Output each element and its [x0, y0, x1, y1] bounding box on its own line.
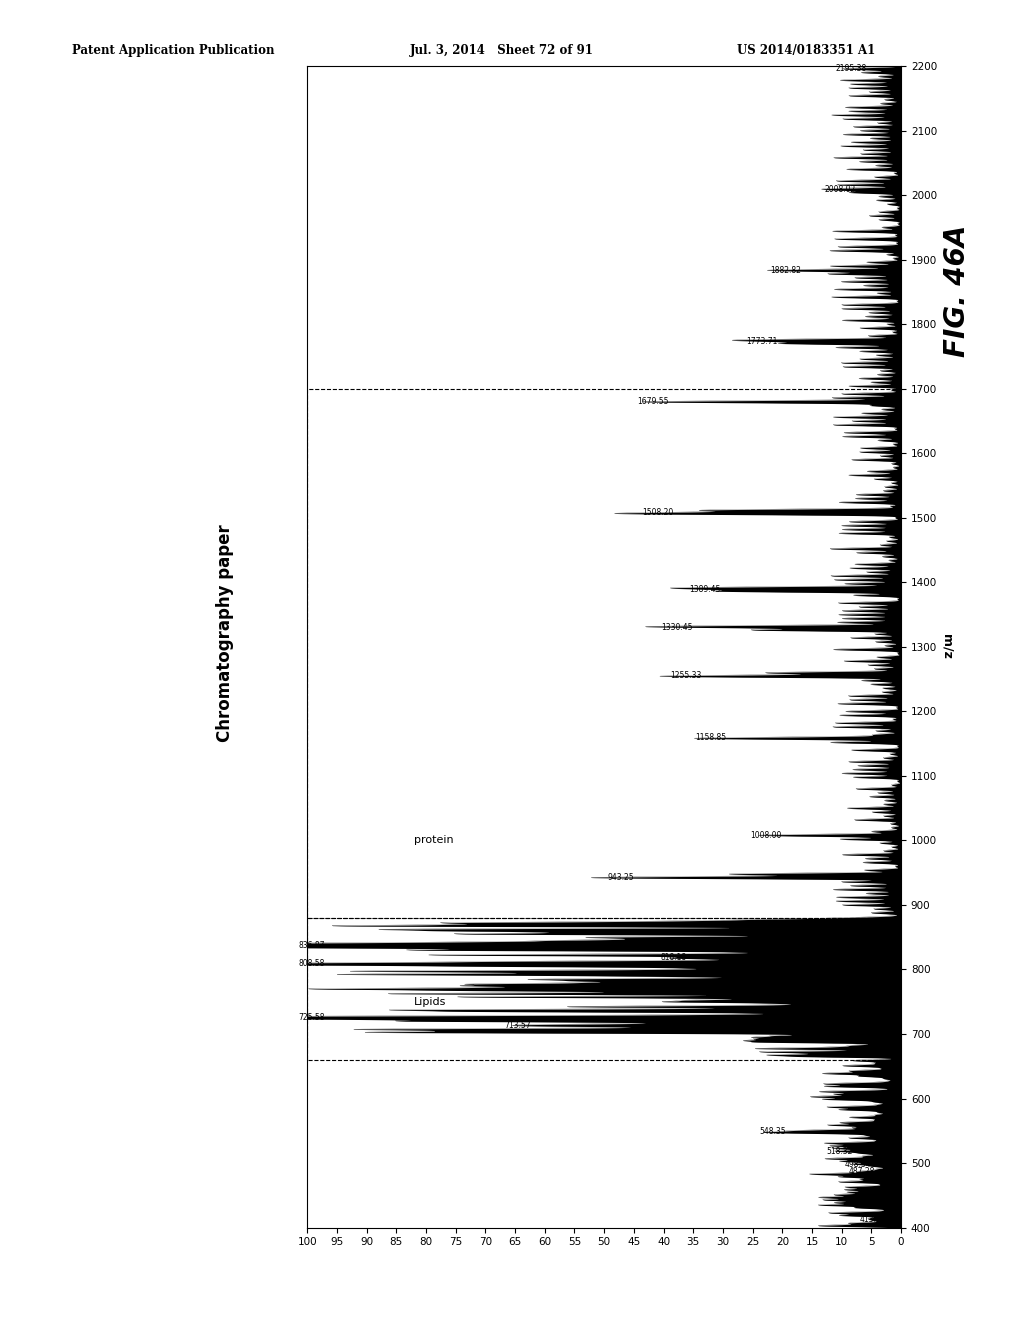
- Text: 1255.33: 1255.33: [671, 671, 702, 680]
- Text: protein: protein: [414, 836, 454, 845]
- Text: US 2014/0183351 A1: US 2014/0183351 A1: [737, 44, 876, 57]
- Text: 836.87: 836.87: [298, 941, 325, 950]
- Text: Lipids: Lipids: [414, 997, 446, 1007]
- Text: 818.18: 818.18: [660, 953, 687, 962]
- Text: FIG. 46A: FIG. 46A: [943, 224, 972, 356]
- Bar: [307, 388, 901, 917]
- Text: 1508.20: 1508.20: [642, 508, 674, 517]
- Text: 943.25: 943.25: [608, 873, 635, 882]
- Text: Patent Application Publication: Patent Application Publication: [72, 44, 274, 57]
- Text: 487.28: 487.28: [848, 1167, 874, 1176]
- Text: 548.35: 548.35: [759, 1127, 785, 1137]
- Text: 518.32: 518.32: [826, 1147, 853, 1156]
- Text: 1882.82: 1882.82: [770, 267, 801, 275]
- Text: 1330.45: 1330.45: [662, 623, 693, 632]
- Text: 1773.71: 1773.71: [745, 337, 777, 346]
- Text: 1008.00: 1008.00: [750, 830, 781, 840]
- Text: 1679.55: 1679.55: [637, 397, 669, 407]
- Text: 2008.02: 2008.02: [824, 185, 855, 194]
- Text: 1389.45: 1389.45: [689, 585, 720, 594]
- Text: 413.27: 413.27: [859, 1214, 886, 1224]
- Bar: [307, 917, 901, 1060]
- Text: 1158.85: 1158.85: [695, 734, 726, 742]
- Text: 713.57: 713.57: [504, 1020, 530, 1030]
- Text: 808.58: 808.58: [298, 960, 325, 969]
- Text: 498.34: 498.34: [844, 1160, 870, 1168]
- Text: Chromatography paper: Chromatography paper: [216, 525, 234, 742]
- Text: 2195.38: 2195.38: [835, 65, 866, 74]
- Y-axis label: m/z: m/z: [941, 635, 953, 659]
- Text: 725.58: 725.58: [298, 1012, 325, 1022]
- Text: Jul. 3, 2014   Sheet 72 of 91: Jul. 3, 2014 Sheet 72 of 91: [410, 44, 594, 57]
